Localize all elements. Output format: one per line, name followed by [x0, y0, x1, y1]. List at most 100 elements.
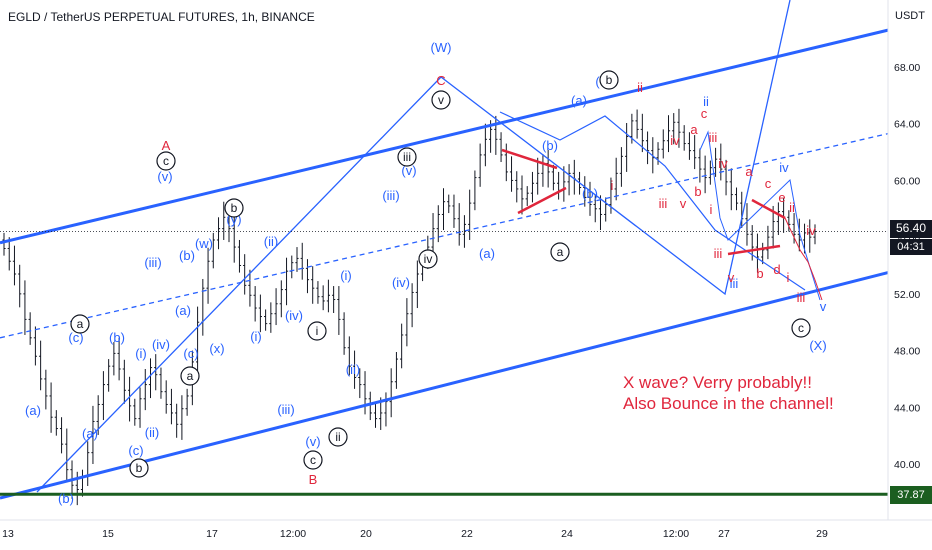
circled-wave-marker	[550, 242, 570, 262]
wave-path-sub	[699, 130, 821, 301]
wave-label: (c)	[183, 346, 198, 361]
circled-wave-label: a	[187, 369, 194, 383]
wave-label: ii	[703, 94, 709, 109]
circled-wave-label: c	[163, 154, 169, 168]
wave-label: (a)	[479, 246, 495, 261]
x-tick-label: 12:00	[663, 528, 689, 540]
wave-label-red: B	[309, 472, 318, 487]
circled-wave-marker	[224, 198, 244, 218]
currency-label: USDT	[895, 10, 925, 22]
y-tick-label: 60.00	[894, 175, 920, 187]
wave-label: (w)	[195, 236, 213, 251]
wave-label: (i)	[135, 346, 147, 361]
wave-label: (v)	[401, 163, 416, 178]
red-trendline	[751, 198, 786, 220]
chart-title: EGLD / TetherUS PERPETUAL FUTURES, 1h, B…	[8, 10, 315, 24]
circled-wave-marker	[328, 427, 348, 447]
wave-label-red: a	[690, 122, 698, 137]
trendlines	[0, 0, 889, 500]
wave-label: (iii)	[277, 402, 294, 417]
y-tick-label: 44.00	[894, 402, 920, 414]
wave-label: iii	[730, 276, 739, 291]
wave-label: (i)	[250, 329, 262, 344]
wave-label: (b)	[582, 186, 598, 201]
wave-label-red: iii	[714, 246, 723, 261]
circled-wave-label: iii	[403, 150, 411, 164]
wave-label-red: iii	[709, 130, 718, 145]
wave-label-red: c	[701, 106, 708, 121]
wave-label-red: iii	[659, 196, 668, 211]
wave-label: (v)	[157, 169, 172, 184]
wave-label-red: iv	[718, 156, 728, 171]
wave-label: (b)	[542, 138, 558, 153]
candles	[2, 108, 817, 506]
wave-label: (x)	[209, 341, 224, 356]
x-tick-label: 29	[816, 528, 828, 540]
circled-wave-label: iv	[424, 252, 433, 266]
support-price: 37.87	[897, 489, 925, 501]
wave-label-red: ii	[789, 200, 795, 215]
wave-labels: (W) (X) (a) (b) (c) (a) (b) (c) (i) (ii) (iii) (iv)…	[25, 40, 827, 506]
wave-path-w	[36, 0, 791, 493]
wave-label-red: i	[611, 178, 614, 193]
wave-label: (b)	[179, 248, 195, 263]
annotation-text: X wave? Verry probably!! Also Bounce in …	[623, 372, 834, 414]
circled-wave-label: ii	[335, 430, 340, 444]
lower-channel-line	[0, 271, 889, 500]
red-trendline	[727, 244, 781, 256]
wave-label: (ii)	[346, 362, 360, 377]
wave-label: (a)	[571, 93, 587, 108]
support-price-tag: 37.87	[890, 486, 932, 504]
x-tick-label: 27	[718, 528, 730, 540]
y-tick-label: 52.00	[894, 289, 920, 301]
wave-label: (c)	[128, 443, 143, 458]
wave-label-red: i	[710, 202, 713, 217]
x-tick-label: 15	[102, 528, 114, 540]
wave-label-red: iv	[670, 133, 680, 148]
circled-wave-marker	[418, 249, 438, 269]
wave-label-red: iii	[797, 290, 806, 305]
wave-label-red: c	[765, 176, 772, 191]
wave-label: v	[820, 299, 827, 314]
circled-wave-marker	[180, 366, 200, 386]
red-projection	[784, 217, 823, 301]
last-price: 56.40	[895, 221, 927, 235]
wave-path-x	[499, 111, 806, 291]
wave-label: (iii)	[382, 188, 399, 203]
wave-label: (iv)	[152, 337, 170, 352]
wave-label: (ii)	[145, 425, 159, 440]
wave-label: (ii)	[264, 234, 278, 249]
circled-wave-label: v	[438, 93, 444, 107]
x-tick-label: 24	[561, 528, 573, 540]
circled-wave-label: i	[316, 324, 319, 338]
annotation-line-1: X wave? Verry probably!!	[623, 373, 812, 392]
circled-wave-label: a	[557, 245, 564, 259]
wave-label-red: e	[778, 190, 785, 205]
x-tick-label: 17	[206, 528, 218, 540]
wave-label: (c)	[68, 330, 83, 345]
circled-wave-marker	[70, 314, 90, 334]
wave-label: (iv)	[285, 308, 303, 323]
wave-label-red: A	[162, 138, 171, 153]
circled-wave-marker	[431, 90, 451, 110]
annotation-line-2: Also Bounce in the channel!	[623, 394, 834, 413]
last-price-tag: 56.40	[890, 220, 932, 238]
wave-label: (W)	[431, 40, 452, 55]
red-trendline	[517, 186, 567, 215]
wave-label: (v)	[305, 434, 320, 449]
wave-label: (a)	[175, 303, 191, 318]
wave-label-red: b	[694, 184, 701, 199]
wave-label-red: b	[756, 266, 763, 281]
wave-label: (a)	[82, 426, 98, 441]
circled-wave-marker	[397, 147, 417, 167]
countdown: 04:31	[897, 241, 925, 253]
circled-wave-marker	[303, 450, 323, 470]
wave-label: (b)	[58, 491, 74, 506]
circled-wave-label: c	[798, 321, 804, 335]
red-trendline	[501, 148, 558, 170]
circled-wave-label: c	[310, 453, 316, 467]
circled-wave-marker	[307, 321, 327, 341]
wave-label: (iv)	[392, 275, 410, 290]
